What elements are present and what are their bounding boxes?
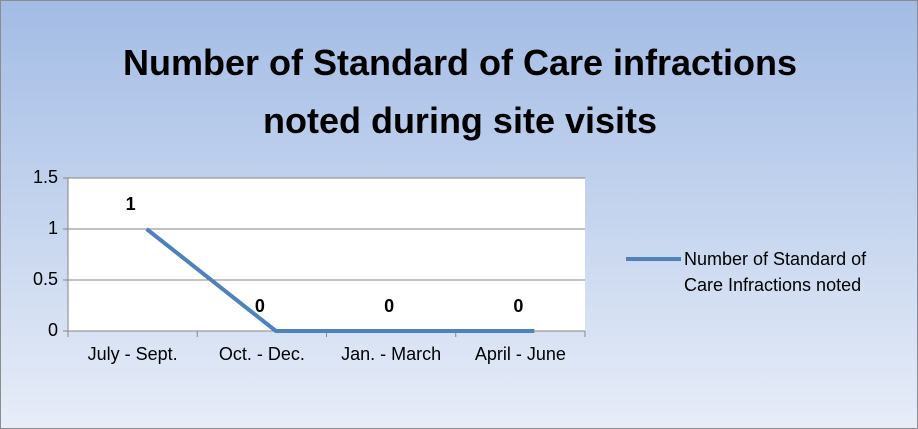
chart-title: Number of Standard of Care infractions n… bbox=[122, 42, 798, 141]
y-tick-label: 0.5 bbox=[33, 269, 58, 289]
data-label: 1 bbox=[126, 194, 136, 214]
x-tick-label: April - June bbox=[474, 344, 566, 364]
y-tick-label: 1.5 bbox=[33, 167, 58, 187]
y-tick-label: 0 bbox=[48, 320, 58, 340]
x-tick-label: Oct. - Dec. bbox=[218, 344, 305, 364]
x-tick-label: Jan. - March bbox=[341, 344, 442, 364]
data-label: 0 bbox=[384, 296, 394, 316]
line bbox=[145, 227, 535, 333]
data-label: 0 bbox=[255, 296, 265, 316]
plot-area bbox=[68, 178, 585, 331]
x-tick-label: July - Sept. bbox=[87, 344, 178, 364]
legend-label: Number of Standard of Care Infractions n… bbox=[684, 249, 867, 295]
y-tick-label: 1 bbox=[48, 218, 58, 238]
data-label: 0 bbox=[513, 296, 523, 316]
